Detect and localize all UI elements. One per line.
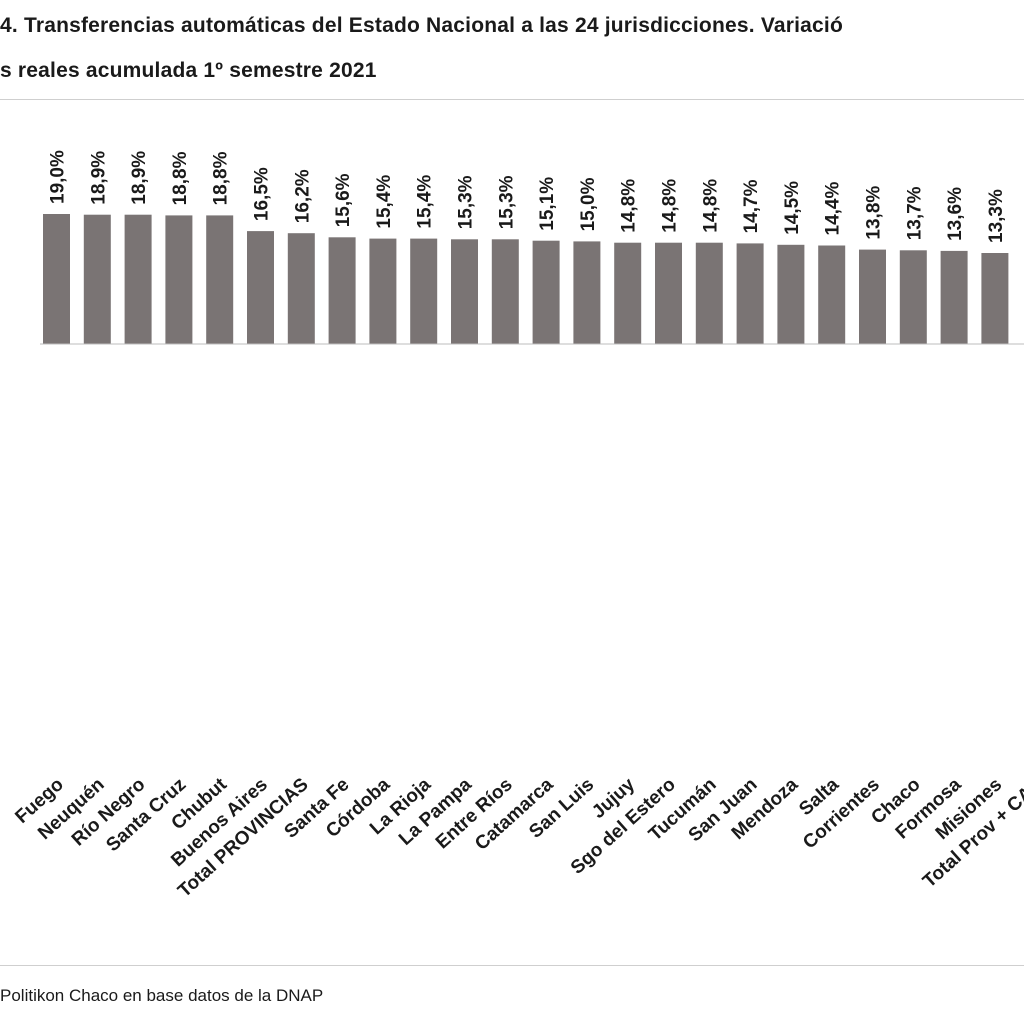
bar-6 bbox=[287, 233, 315, 344]
value-label-3: 18,8% bbox=[170, 151, 191, 205]
value-label-5: 16,5% bbox=[252, 167, 273, 221]
value-label-17: 14,7% bbox=[741, 179, 762, 233]
value-label-4: 18,8% bbox=[211, 151, 232, 205]
bar-14 bbox=[614, 242, 642, 344]
bar-12 bbox=[532, 240, 560, 344]
value-label-6: 16,2% bbox=[292, 169, 313, 223]
bar-16 bbox=[695, 242, 723, 344]
value-label-18: 14,5% bbox=[782, 181, 803, 235]
bar-13 bbox=[573, 241, 601, 344]
bar-8 bbox=[369, 238, 397, 344]
value-label-11: 15,3% bbox=[496, 175, 517, 229]
value-labels-layer: 19,0% 18,9% 18,9% 18,8% 18,8% 16,5% 16,2% 15,6%… bbox=[48, 150, 1007, 243]
bottom-divider bbox=[0, 965, 1024, 966]
value-label-23: 13,3% bbox=[986, 189, 1007, 243]
bar-20 bbox=[859, 249, 886, 344]
bar-17 bbox=[736, 243, 764, 344]
bar-9 bbox=[410, 238, 438, 344]
bar-0 bbox=[43, 214, 70, 344]
value-label-1: 18,9% bbox=[88, 151, 109, 205]
bar-chart: 19,0% 18,9% 18,9% 18,8% 18,8% 16,5% 16,2% 15,6%… bbox=[11, 150, 1024, 902]
bar-18 bbox=[777, 244, 805, 344]
bar-2 bbox=[124, 214, 152, 344]
bar-22 bbox=[940, 250, 968, 344]
source-note: Politikon Chaco en base datos de la DNAP bbox=[0, 986, 324, 1005]
value-label-14: 14,8% bbox=[619, 179, 640, 233]
value-label-12: 15,1% bbox=[537, 177, 558, 231]
value-label-13: 15,0% bbox=[578, 177, 599, 231]
value-label-20: 13,8% bbox=[864, 186, 885, 240]
value-label-9: 15,4% bbox=[415, 175, 436, 229]
value-label-2: 18,9% bbox=[129, 151, 150, 205]
bar-7 bbox=[328, 237, 356, 344]
bar-23 bbox=[981, 253, 1009, 344]
value-label-22: 13,6% bbox=[945, 187, 966, 241]
value-label-21: 13,7% bbox=[904, 186, 925, 240]
value-label-15: 14,8% bbox=[660, 179, 681, 233]
bar-15 bbox=[655, 242, 682, 344]
value-label-16: 14,8% bbox=[700, 179, 721, 233]
bar-3 bbox=[165, 215, 193, 344]
bar-1 bbox=[83, 214, 111, 344]
value-label-19: 14,4% bbox=[823, 182, 844, 236]
bar-21 bbox=[899, 250, 927, 344]
bar-5 bbox=[247, 231, 274, 344]
chart-title-line-1: 4. Transferencias automáticas del Estado… bbox=[0, 14, 843, 37]
value-label-7: 15,6% bbox=[333, 173, 354, 227]
bar-19 bbox=[818, 245, 846, 344]
bar-4 bbox=[206, 215, 234, 344]
top-divider bbox=[0, 99, 1024, 100]
chart-title-line-2: s reales acumulada 1º semestre 2021 bbox=[0, 59, 377, 82]
bar-10 bbox=[451, 239, 478, 344]
value-label-8: 15,4% bbox=[374, 175, 395, 229]
bar-11 bbox=[491, 239, 519, 344]
value-label-0: 19,0% bbox=[48, 150, 69, 204]
bars-layer bbox=[43, 214, 1009, 344]
value-label-10: 15,3% bbox=[456, 175, 477, 229]
